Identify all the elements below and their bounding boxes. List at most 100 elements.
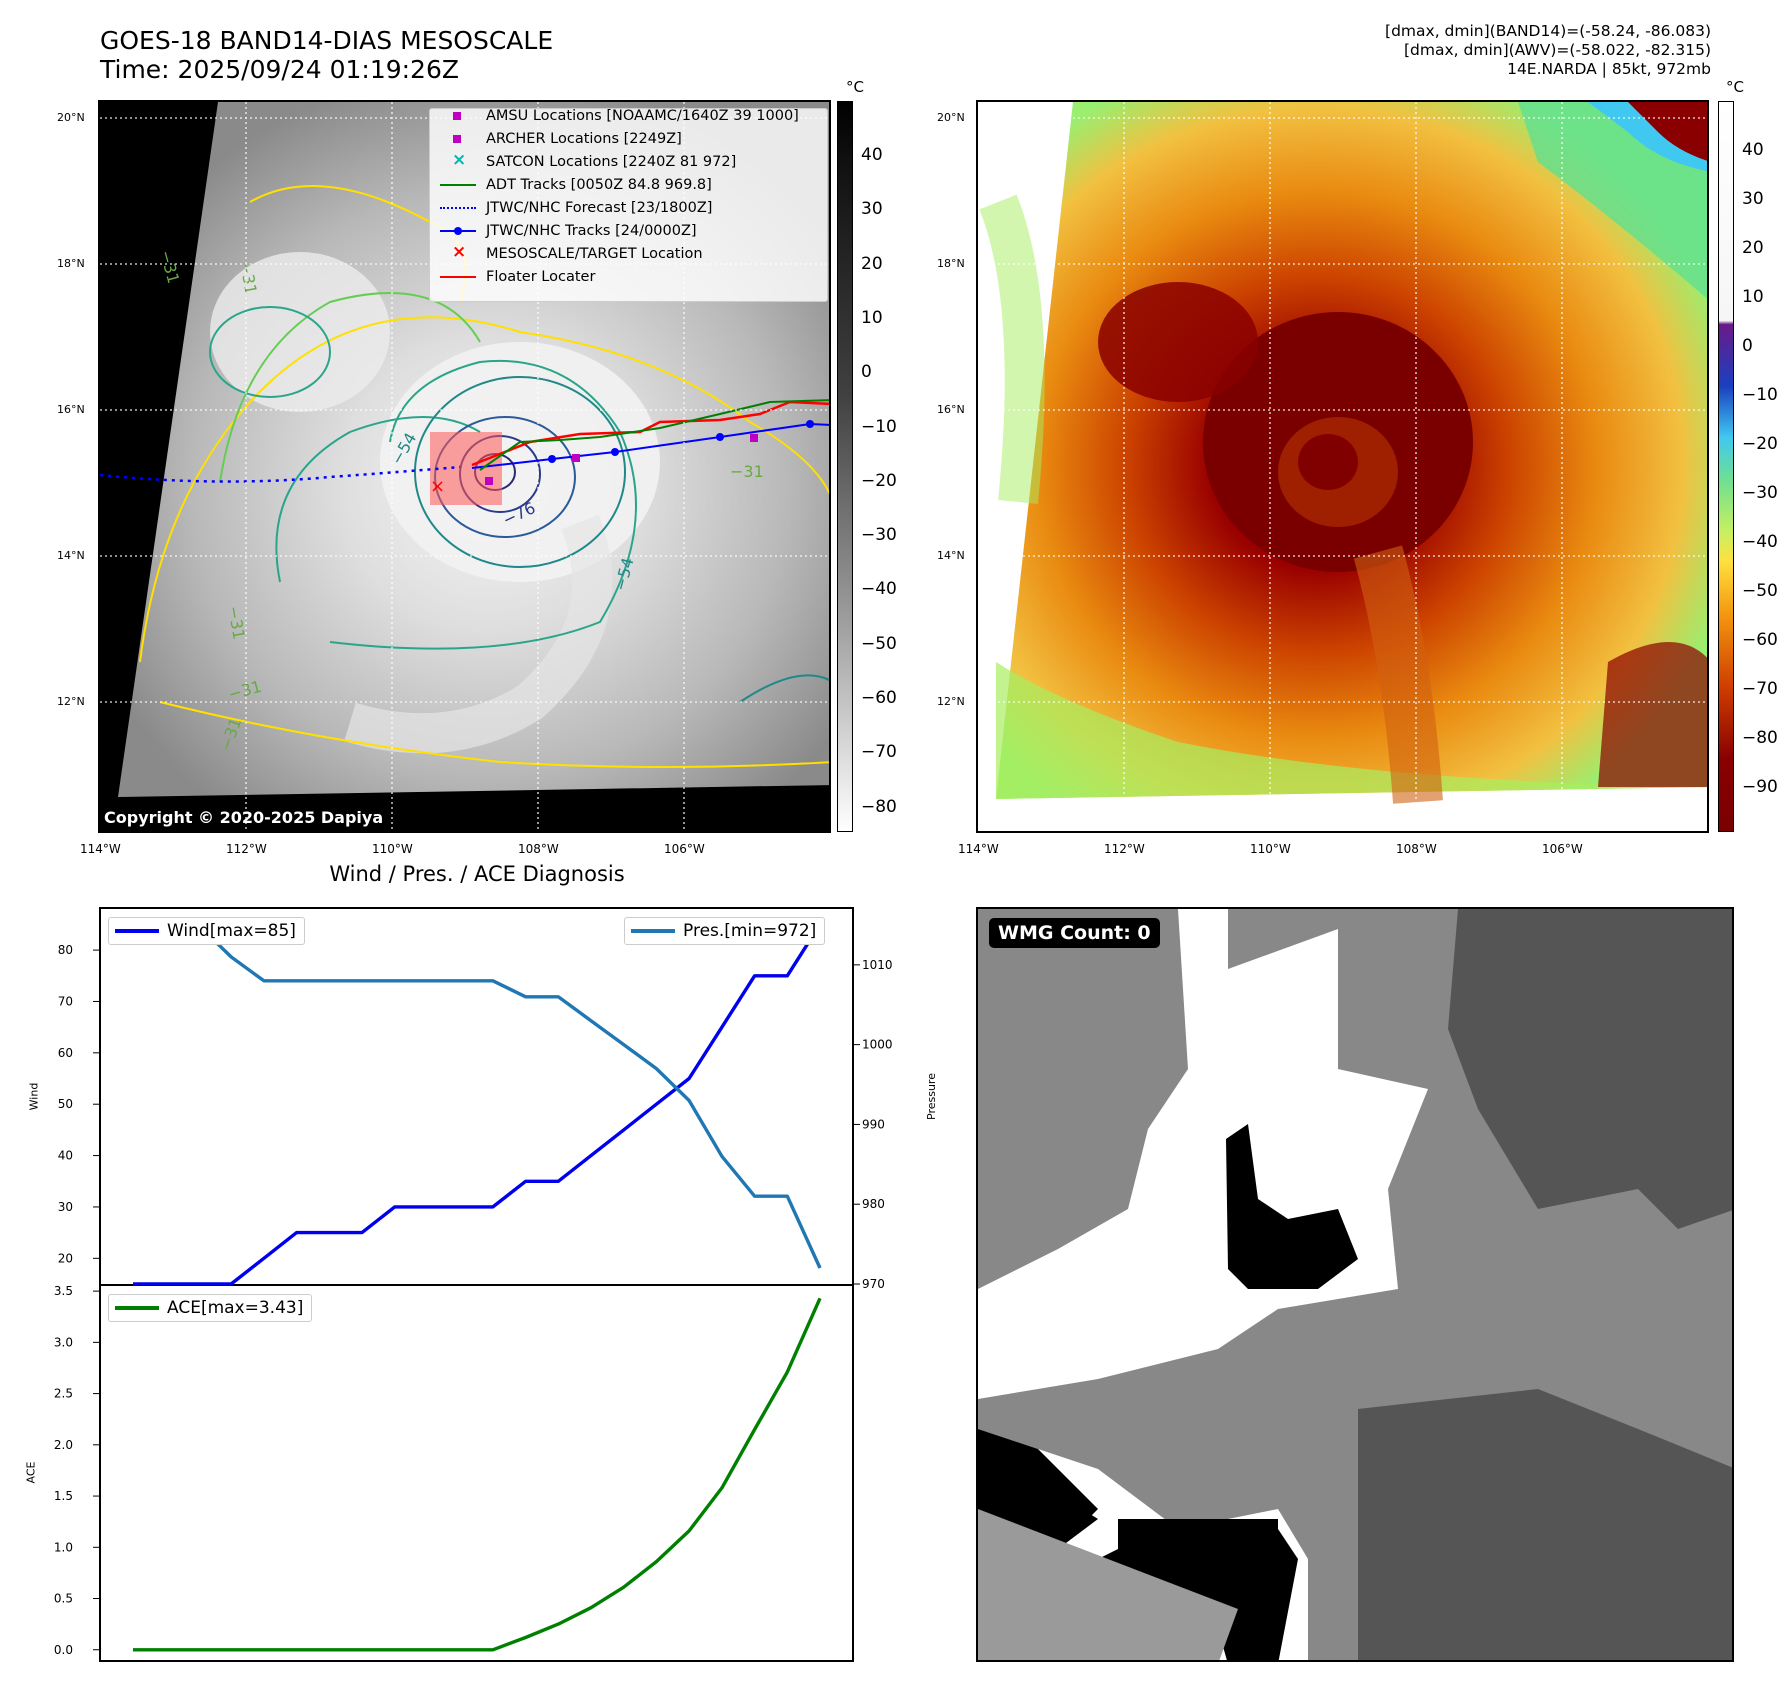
- right-colorbar-tick: 0: [1742, 336, 1753, 356]
- lat-14-left: 14°N: [57, 549, 85, 562]
- legend-symbol: [438, 177, 478, 193]
- legend-label: ARCHER Locations [2249Z]: [486, 131, 682, 147]
- ace-tick: 0.5: [54, 1592, 73, 1606]
- right-colorbar: [1718, 101, 1734, 832]
- wind-tick: 50: [58, 1097, 73, 1111]
- legend-items: AMSU Locations [NOAAMC/1640Z 39 1000] ARC…: [430, 108, 830, 298]
- pressure-legend: Pres.[min=972]: [624, 917, 826, 945]
- lat-20-right: 20°N: [937, 111, 965, 124]
- lat-12-left: 12°N: [57, 695, 85, 708]
- wind-tick: 40: [58, 1149, 73, 1163]
- stats-storm: 14E.NARDA | 85kt, 972mb: [1507, 60, 1711, 78]
- left-colorbar-tick: 10: [861, 307, 883, 328]
- awv-image: [978, 102, 1707, 831]
- pressure-tick: 970: [862, 1277, 885, 1291]
- wind-tick: 60: [58, 1046, 73, 1060]
- wind-tick: 20: [58, 1251, 73, 1265]
- right-colorbar-tick: 40: [1742, 140, 1764, 160]
- legend-symbol: [438, 108, 478, 124]
- awv-map: [976, 100, 1709, 833]
- ace-axis-label: ACE: [24, 1461, 38, 1484]
- wind-legend: Wind[max=85]: [108, 917, 305, 945]
- legend-label: AMSU Locations [NOAAMC/1640Z 39 1000]: [486, 108, 799, 124]
- legend-label: MESOSCALE/TARGET Location: [486, 246, 703, 262]
- copyright-text: Copyright © 2020-2025 Dapiya: [104, 808, 384, 827]
- ace-legend-label: ACE[max=3.43]: [167, 1298, 304, 1318]
- left-colorbar-tick: −60: [861, 688, 897, 708]
- left-colorbar-tick: −80: [861, 796, 897, 817]
- ace-legend: ACE[max=3.43]: [108, 1294, 313, 1322]
- legend-symbol: [438, 223, 478, 239]
- wind-axis-label: Wind: [27, 1082, 41, 1111]
- lon-108-left: 108°W: [518, 842, 559, 856]
- left-colorbar-tick: −20: [861, 470, 897, 491]
- contour-label-31-f: −31: [730, 462, 764, 481]
- right-colorbar-tick: −20: [1742, 434, 1778, 454]
- contour-label-31-d: −31: [156, 248, 183, 286]
- right-colorbar-tick: −30: [1742, 483, 1778, 503]
- pressure-tick: 980: [862, 1197, 885, 1211]
- ace-tick: 2.0: [54, 1438, 73, 1452]
- left-colorbar-tick: −70: [861, 742, 897, 763]
- legend-label: JTWC/NHC Forecast [23/1800Z]: [486, 200, 713, 216]
- ace-legend-line: [115, 1306, 159, 1310]
- ace-tick: 1.0: [54, 1540, 73, 1554]
- legend-label: JTWC/NHC Tracks [24/0000Z]: [486, 223, 697, 239]
- left-colorbar-tick: −30: [861, 525, 897, 546]
- wmg-image: [978, 909, 1732, 1660]
- lat-12-right: 12°N: [937, 695, 965, 708]
- left-colorbar-tick: 20: [861, 253, 883, 274]
- right-colorbar-tick: −70: [1742, 679, 1778, 699]
- title-line-1: GOES-18 BAND14-DIAS MESOSCALE: [100, 26, 554, 55]
- legend-symbol: ×: [452, 150, 467, 170]
- left-colorbar-tick: 30: [861, 199, 883, 220]
- svg-text:×: ×: [430, 476, 445, 497]
- pressure-axis-label: Pressure: [924, 1073, 938, 1120]
- wind-tick: 80: [58, 943, 73, 957]
- lon-110-left: 110°W: [372, 842, 413, 856]
- pressure-legend-label: Pres.[min=972]: [683, 921, 817, 941]
- title-line-2: Time: 2025/09/24 01:19:26Z: [100, 55, 459, 84]
- pressure-tick: 1010: [862, 958, 893, 972]
- ace-tick: 3.5: [54, 1284, 73, 1298]
- lon-112-right: 112°W: [1104, 842, 1145, 856]
- legend-symbol: [438, 200, 478, 216]
- wmg-count-badge: WMG Count: 0: [989, 918, 1160, 948]
- pressure-legend-line: [631, 929, 675, 933]
- lon-112-left: 112°W: [226, 842, 267, 856]
- stats-awv: [dmax, dmin](AWV)=(-58.022, -82.315): [1404, 41, 1711, 59]
- wind-legend-label: Wind[max=85]: [167, 921, 296, 941]
- lat-18-right: 18°N: [937, 257, 965, 270]
- wmg-panel: [976, 907, 1734, 1662]
- legend-entry: AMSU Locations [NOAAMC/1640Z 39 1000]: [438, 108, 799, 124]
- legend-entry: × SATCON Locations [2240Z 81 972]: [438, 150, 737, 170]
- right-colorbar-tick: 30: [1742, 189, 1764, 209]
- lat-14-right: 14°N: [937, 549, 965, 562]
- right-colorbar-tick: −10: [1742, 385, 1778, 405]
- legend-entry: JTWC/NHC Forecast [23/1800Z]: [438, 200, 712, 216]
- left-colorbar-unit: °C: [846, 78, 864, 96]
- ace-tick: 2.5: [54, 1387, 73, 1401]
- lon-108-right: 108°W: [1396, 842, 1437, 856]
- lon-110-right: 110°W: [1250, 842, 1291, 856]
- right-colorbar-tick: −80: [1742, 728, 1778, 748]
- lon-106-left: 106°W: [664, 842, 705, 856]
- wind-pressure-panel: [99, 907, 854, 1286]
- left-colorbar-tick: −50: [861, 633, 897, 654]
- right-colorbar-tick: 10: [1742, 287, 1764, 307]
- legend-label: SATCON Locations [2240Z 81 972]: [486, 154, 737, 170]
- lat-20-left: 20°N: [57, 111, 85, 124]
- lat-16-left: 16°N: [57, 403, 85, 416]
- pressure-tick: 1000: [862, 1038, 893, 1052]
- left-colorbar-tick: 40: [861, 145, 883, 165]
- legend-label: Floater Locater: [486, 269, 596, 285]
- right-colorbar-tick: 20: [1742, 238, 1764, 258]
- legend-entry: Floater Locater: [438, 269, 595, 285]
- left-colorbar: [837, 101, 853, 832]
- right-colorbar-tick: −50: [1742, 581, 1778, 601]
- left-colorbar-tick: −40: [861, 579, 897, 600]
- left-colorbar-tick: 0: [861, 362, 872, 383]
- lon-106-right: 106°W: [1542, 842, 1583, 856]
- wind-legend-line: [115, 929, 159, 933]
- lat-18-left: 18°N: [57, 257, 85, 270]
